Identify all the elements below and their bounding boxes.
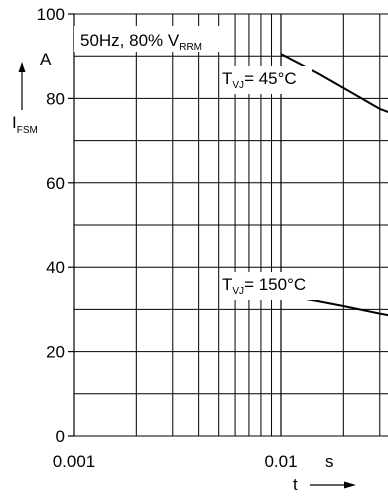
series-label-150: TVJ= 150°C (222, 275, 306, 297)
series-label-bg-45 (220, 66, 312, 94)
y-axis-label: IFSM (12, 113, 38, 136)
series-label-45-rest: = 45°C (244, 69, 297, 88)
y-tick-label: 0 (56, 427, 65, 446)
y-unit: A (40, 50, 52, 69)
y-tick-label: 40 (46, 258, 65, 277)
series-layer (280, 53, 388, 317)
y-axis-arrow-head (18, 62, 26, 72)
x-tick-label: 0.001 (53, 452, 96, 471)
series-label-150-main: T (222, 275, 232, 294)
condition-text: 50Hz, 80% V (80, 31, 180, 50)
series-line-0 (280, 53, 388, 113)
y-axis-label-sub: FSM (17, 125, 38, 136)
series-label-45: TVJ= 45°C (222, 69, 297, 91)
y-tick-label: 80 (46, 89, 65, 108)
y-tick-label: 20 (46, 343, 65, 362)
series-line-1 (280, 293, 388, 317)
series-label-150-sub: VJ (232, 286, 244, 297)
y-tick-label: 100 (37, 5, 65, 24)
x-axis-label: t (293, 475, 298, 494)
series-label-45-sub: VJ (232, 80, 244, 91)
x-axis-arrow-head (344, 481, 356, 489)
condition-label: 50Hz, 80% VRRM (80, 31, 202, 53)
grid (68, 13, 388, 437)
series-label-45-main: T (222, 69, 232, 88)
y-axis-label-main: I (12, 113, 17, 132)
condition-subscript: RRM (179, 42, 202, 53)
x-unit: s (325, 452, 334, 471)
y-tick-label: 60 (46, 174, 65, 193)
series-label-150-rest: = 150°C (244, 275, 306, 294)
series-label-bg-150 (220, 272, 324, 300)
condition-box (74, 26, 222, 52)
x-tick-label: 0.01 (264, 452, 297, 471)
